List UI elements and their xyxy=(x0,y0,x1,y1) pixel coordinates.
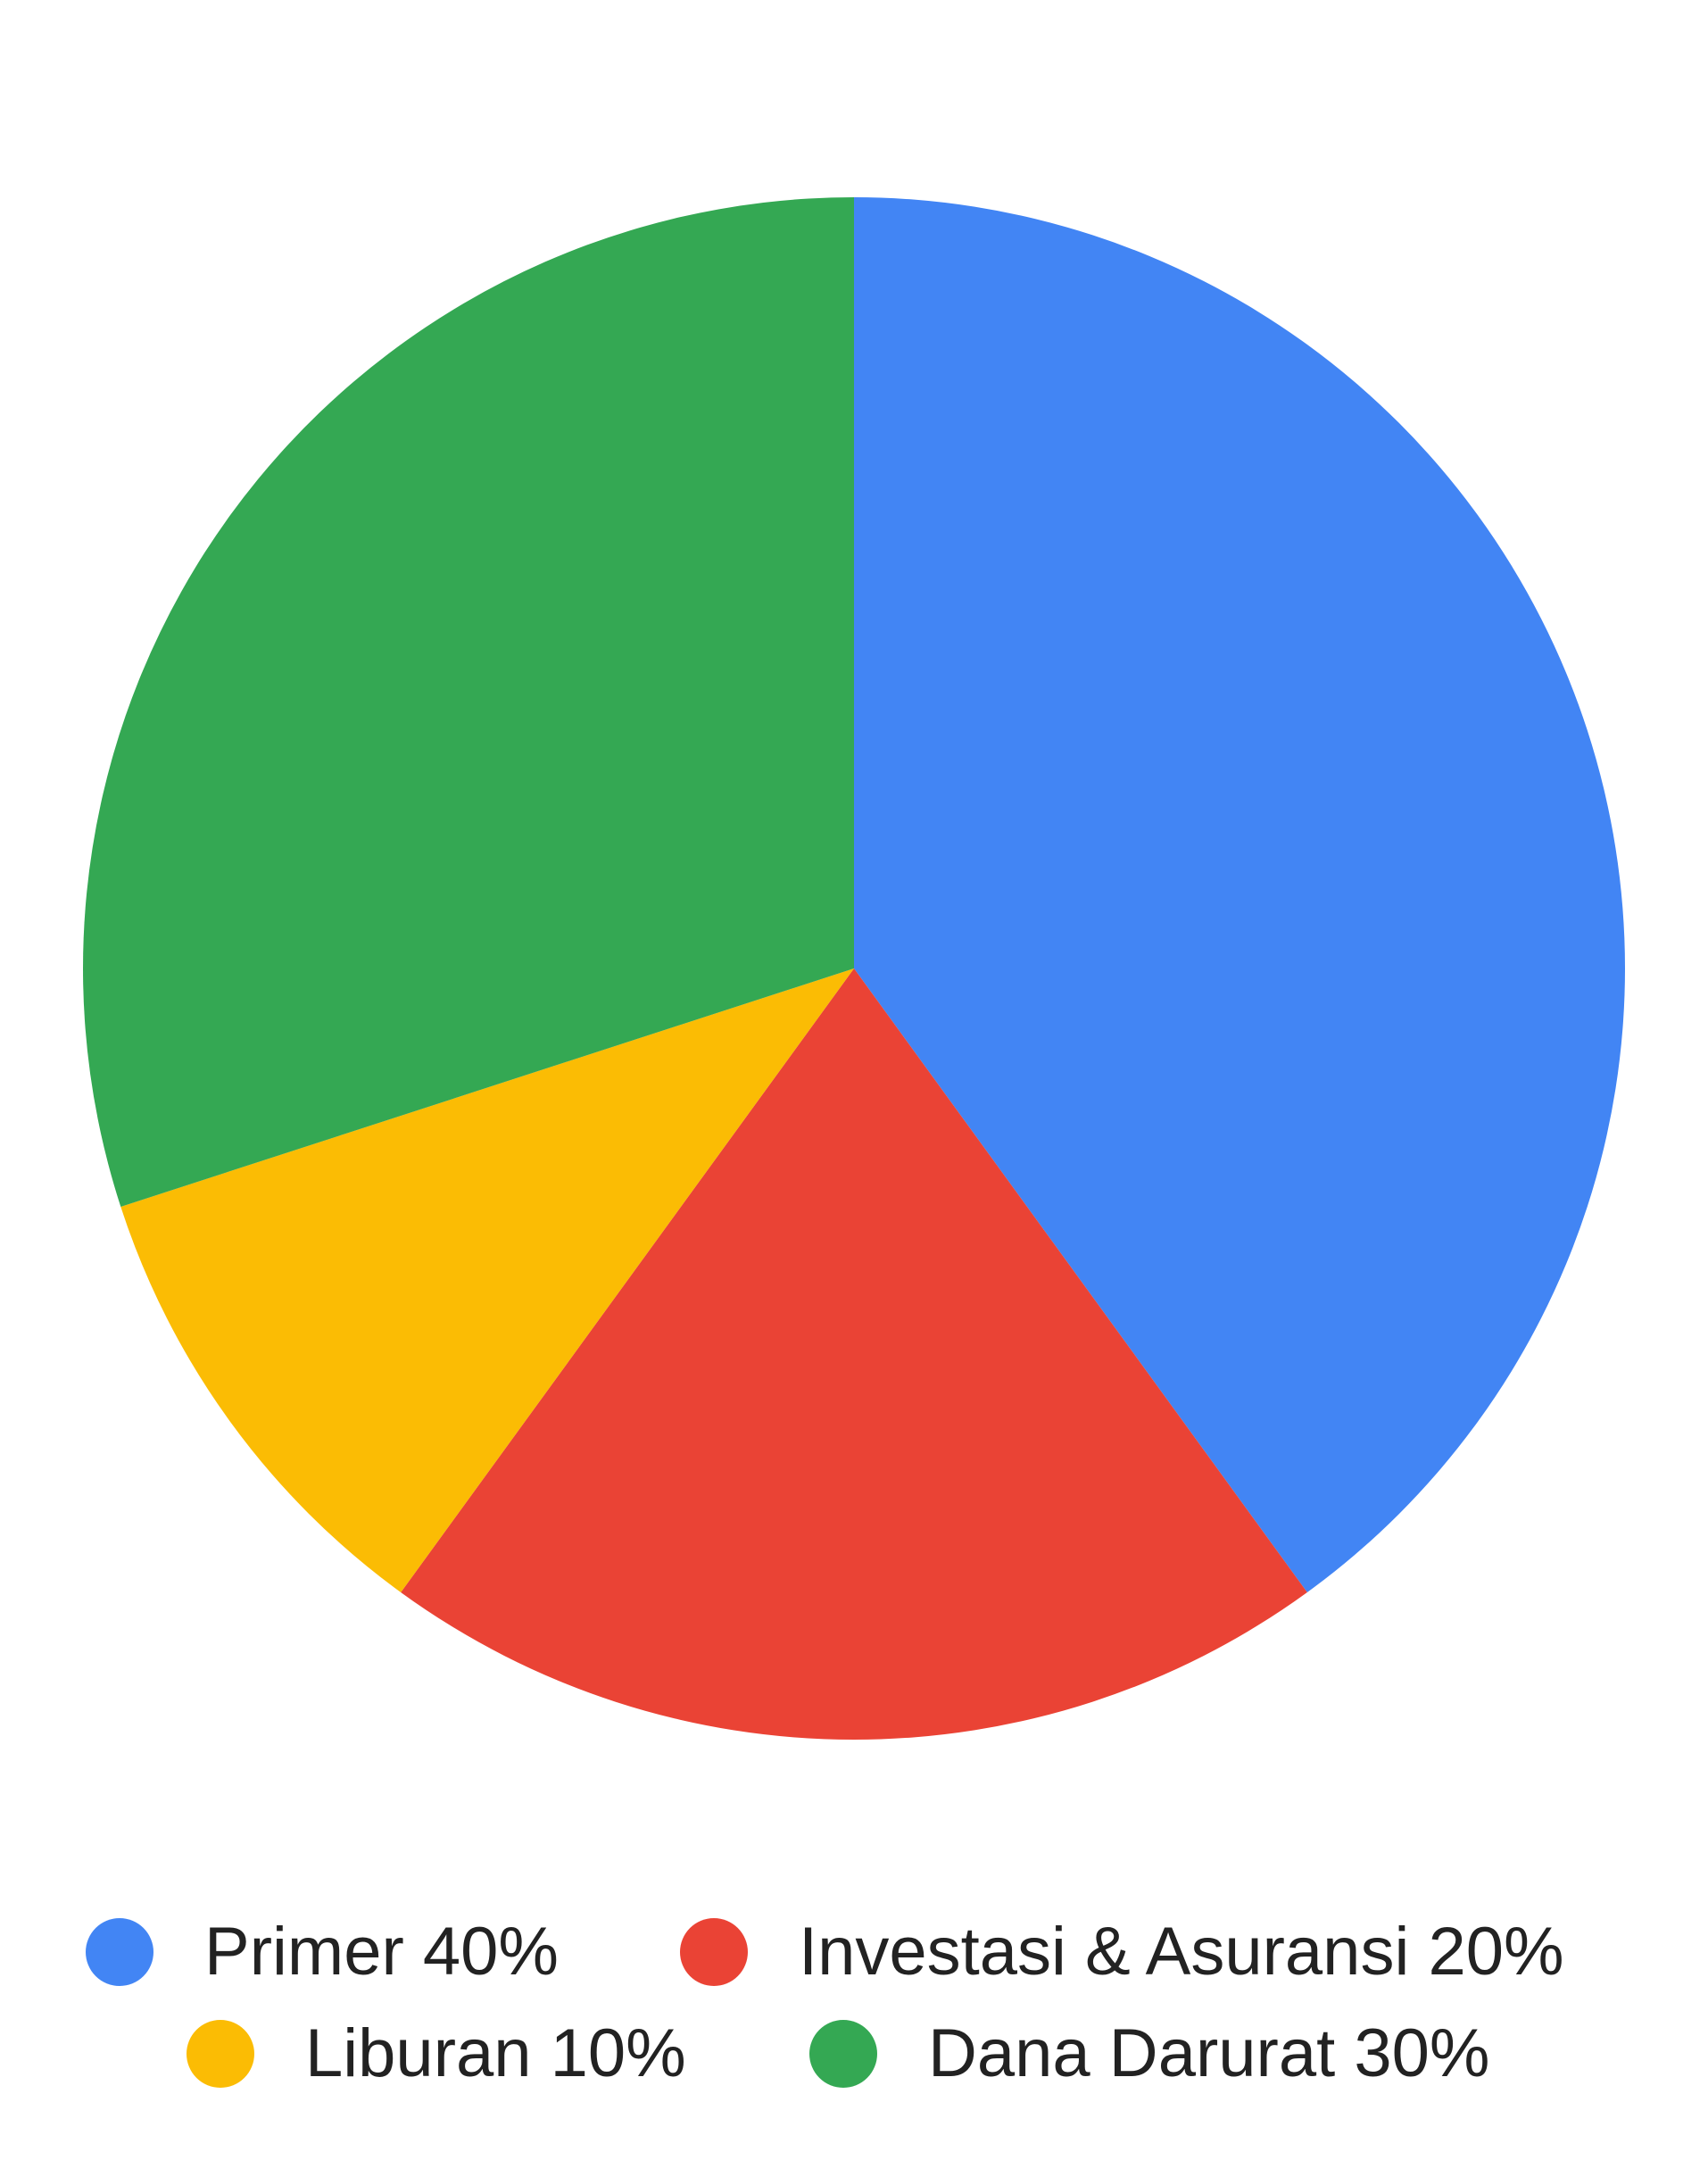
legend-row-2: Liburan 10% Dana Darurat 30% xyxy=(0,2009,1708,2098)
pie-slice-investasi-asuransi xyxy=(401,968,1307,1741)
legend-label-investasi-asuransi: Investasi & Asuransi 20% xyxy=(799,1914,1564,1990)
legend-label-dana-darurat: Dana Darurat 30% xyxy=(928,2015,1490,2091)
pie-slice-dana-darurat xyxy=(83,197,854,1207)
legend-swatch-liburan xyxy=(187,2020,254,2088)
legend-row-1: Primer 40% Investasi & Asuransi 20% xyxy=(0,1907,1708,1997)
pie-slice-primer xyxy=(854,197,1626,1592)
legend-label-primer: Primer 40% xyxy=(204,1914,559,1990)
legend-swatch-dana-darurat xyxy=(809,2020,877,2088)
legend-swatch-investasi-asuransi xyxy=(680,1918,748,1986)
pie-slice-liburan xyxy=(120,968,855,1592)
legend-label-liburan: Liburan 10% xyxy=(305,2015,686,2091)
legend-swatch-primer xyxy=(86,1918,153,1986)
